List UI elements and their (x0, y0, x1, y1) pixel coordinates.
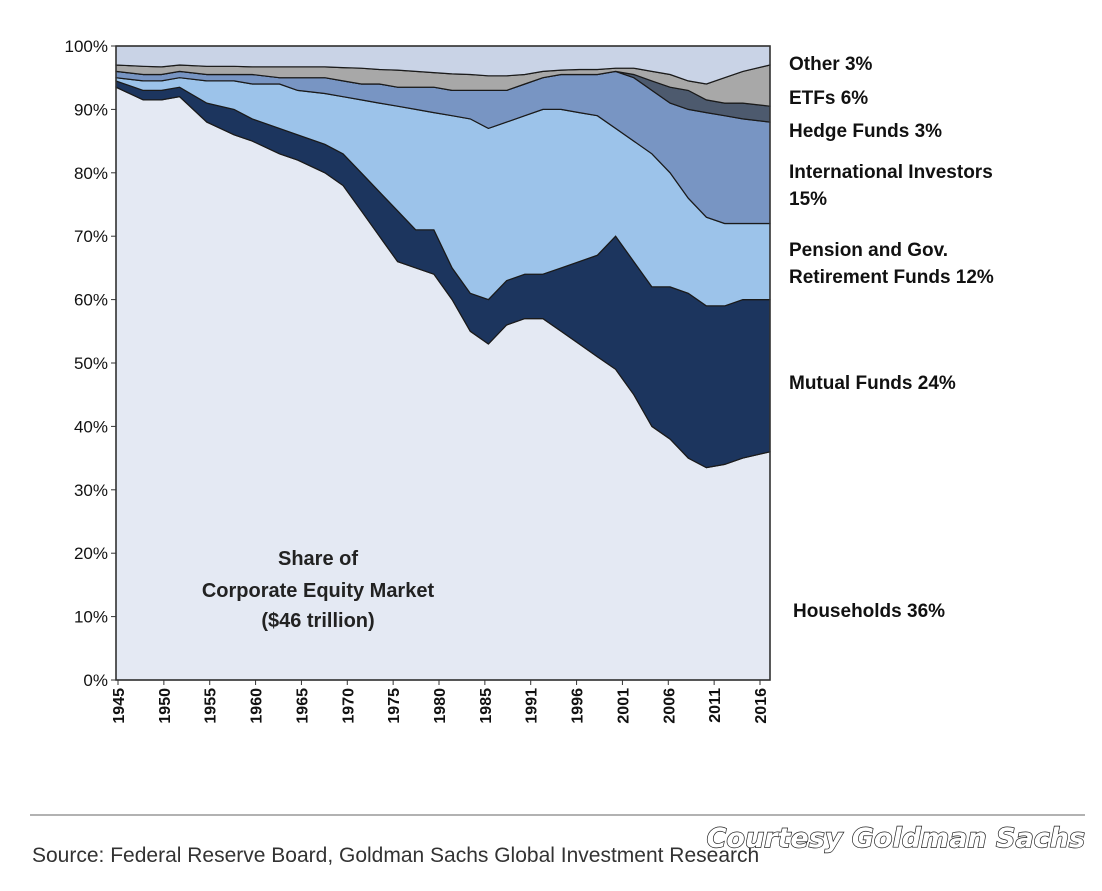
x-tick-label: 1985 (478, 688, 495, 724)
x-tick-label: 1960 (249, 688, 266, 724)
x-tick-label: 2006 (661, 688, 678, 724)
y-tick-label: 10% (74, 608, 108, 627)
series-label-pension-and-gov-retirement-funds: Pension and Gov. (789, 240, 948, 261)
x-tick-label: 1996 (570, 688, 587, 724)
x-tick-label: 1945 (111, 688, 128, 724)
y-tick-label: 80% (74, 164, 108, 183)
series-label-households: Households 36% (793, 601, 945, 622)
annotation-line-2: Corporate Equity Market (202, 580, 435, 602)
y-tick-label: 30% (74, 481, 108, 500)
x-tick-label: 1980 (432, 688, 449, 724)
series-labels: Households 36% Mutual Funds 24% Pension an… (789, 54, 994, 622)
y-tick-label: 40% (74, 417, 108, 436)
series-label-international-investors: International Investors (789, 162, 993, 183)
y-tick-label: 0% (83, 671, 108, 690)
annotation-line-1: Share of (278, 548, 358, 570)
y-tick-label: 70% (74, 227, 108, 246)
x-tick-label: 1950 (157, 688, 174, 724)
y-axis-ticks: 0% 10% 20% 30% 40% 50% 60% 70% 80% 90% 100% (65, 37, 116, 690)
x-tick-label: 1955 (203, 688, 220, 724)
x-tick-label: 2001 (615, 688, 632, 724)
annotation-line-3: ($46 trillion) (261, 610, 374, 632)
x-tick-label: 1975 (386, 688, 403, 724)
x-axis-ticks: 1945 1950 1955 1960 1965 1970 1975 1980 1985 1991… (111, 680, 770, 724)
y-tick-label: 60% (74, 291, 108, 310)
x-tick-label: 1965 (294, 688, 311, 724)
series-label-hedge-funds: Hedge Funds 3% (789, 121, 942, 142)
x-tick-label: 2011 (707, 688, 724, 723)
y-tick-label: 100% (65, 37, 108, 56)
series-label-etfs: ETFs 6% (789, 88, 868, 109)
x-tick-label: 1970 (340, 688, 357, 724)
y-tick-label: 50% (74, 354, 108, 373)
y-tick-label: 90% (74, 100, 108, 119)
series-label-other: Other 3% (789, 54, 873, 75)
series-label-mutual-funds: Mutual Funds 24% (789, 373, 956, 394)
series-label-international-investors: 15% (789, 189, 827, 210)
stacked-areas (115, 45, 771, 681)
y-tick-label: 20% (74, 544, 108, 563)
x-tick-label: 1991 (524, 688, 541, 724)
courtesy-watermark: Courtesy Goldman Sachs (707, 823, 1085, 854)
source-note: Source: Federal Reserve Board, Goldman S… (32, 844, 759, 867)
x-tick-label: 2016 (753, 688, 770, 724)
series-label-pension-and-gov-retirement-funds: Retirement Funds 12% (789, 267, 994, 288)
